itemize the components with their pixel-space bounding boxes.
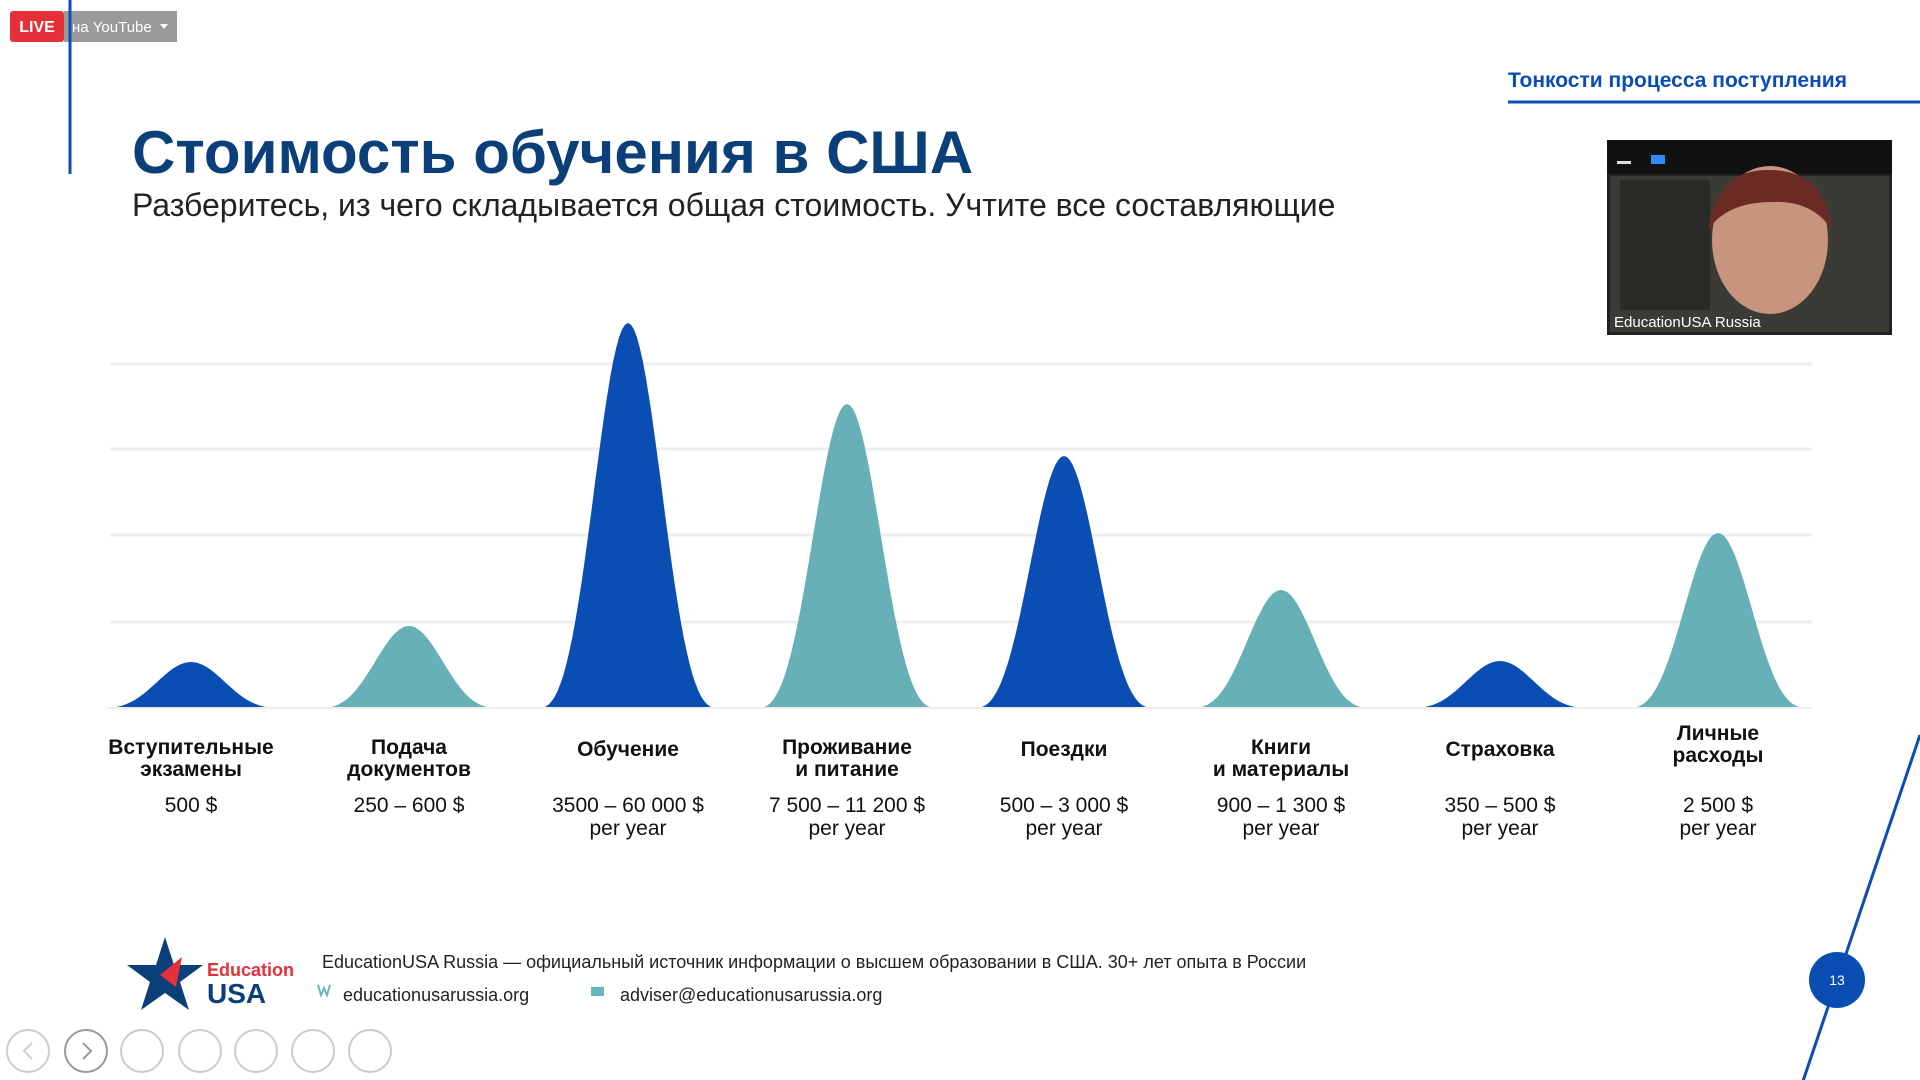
item-cost: 500 – 3 000 $ [1000,794,1129,817]
live-badge[interactable] [10,11,64,42]
grid [110,362,1812,624]
minimize-icon[interactable] [1617,161,1631,164]
prev-button[interactable] [6,1029,50,1073]
item-cost: per year [1025,817,1102,840]
page-number: 13 [1829,972,1845,988]
peaks [103,323,1806,708]
web-icon [317,984,331,998]
item-name: Проживание [782,736,912,759]
item-name: экзамены [140,758,242,781]
item-name: Личные [1677,722,1759,745]
item-cost: per year [1679,817,1756,840]
slide-title: Стоимость обучения в США [132,119,973,186]
corner-line [1801,734,1920,1080]
more-button[interactable] [348,1029,392,1073]
item-name: Книги [1251,736,1311,759]
peak [759,404,935,708]
platform-label: на YouTube [72,19,152,36]
peak [976,456,1152,708]
footer-description: EducationUSA Russia — официальный источн… [322,952,1306,972]
page-badge [1809,952,1865,1008]
footer-email[interactable]: adviser@educationusarussia.org [620,985,882,1005]
dropdown-arrow [160,24,168,29]
item-cost: 500 $ [165,794,218,817]
logo-usa: USA [207,978,266,1009]
peak [1630,533,1806,708]
item-cost: 2 500 $ [1683,794,1753,817]
item-cost: per year [1242,817,1319,840]
item-cost: 250 – 600 $ [354,794,465,817]
mail-icon [591,987,604,996]
slides-button[interactable] [178,1029,222,1073]
footer-website[interactable]: educationusarussia.org [343,985,529,1005]
item-name: документов [347,758,471,781]
item-cost: 3500 – 60 000 $ [552,794,704,817]
item-name: расходы [1673,744,1764,767]
item-name: и питание [795,758,899,781]
peak [1193,590,1369,708]
item-cost: 900 – 1 300 $ [1217,794,1346,817]
prev-icon [22,1042,33,1060]
item-cost: 7 500 – 11 200 $ [769,794,925,817]
presenter-toolbar [6,1029,392,1073]
peak [321,626,497,708]
next-button[interactable] [64,1029,108,1073]
logo-education: Education [207,960,294,980]
item-cost: 350 – 500 $ [1445,794,1556,817]
live-label: LIVE [19,19,55,36]
next-icon [82,1042,93,1060]
bookshelf [1620,180,1710,310]
peak [1412,661,1588,708]
item-name: Поездки [1021,738,1108,761]
hair [1708,169,1832,230]
section-title: Тонкости процесса поступления [1508,69,1847,92]
logo-accent [160,957,182,987]
peak [540,323,716,708]
platform-dropdown[interactable] [64,11,177,42]
zoom-button[interactable] [234,1029,278,1073]
video-caption: EducationUSA Russia [1614,314,1761,331]
item-cost: per year [589,817,666,840]
item-name: Вступительные [108,736,273,759]
peak [103,662,279,708]
video-toolbar [1607,140,1892,174]
item-cost: per year [808,817,885,840]
item-cost: per year [1461,817,1538,840]
view-icon[interactable] [1651,155,1665,164]
item-name: Обучение [577,738,679,761]
pen-button[interactable] [120,1029,164,1073]
item-name: и материалы [1213,758,1349,781]
slide-subtitle: Разберитесь, из чего складывается общая … [132,187,1335,223]
item-name: Страховка [1445,738,1554,761]
item-name: Подача [371,736,447,759]
subtitles-button[interactable] [291,1029,335,1073]
